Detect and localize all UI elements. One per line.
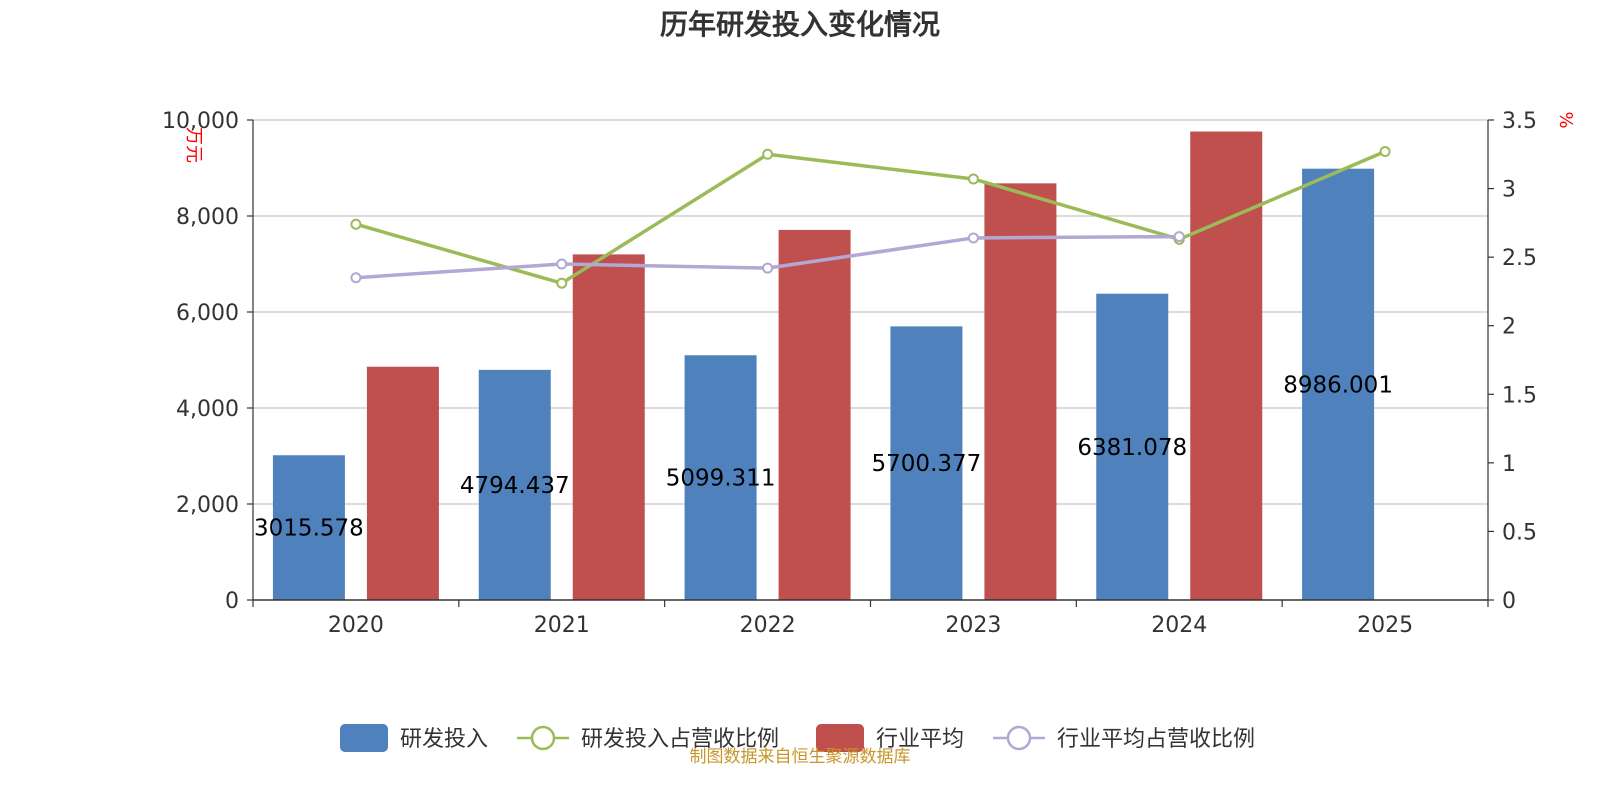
data-label: 5099.311 [666,466,776,492]
bar [684,355,757,600]
line-point [762,262,774,274]
data-label: 6381.078 [1077,435,1187,461]
bar [478,369,551,600]
x-tick-label: 2021 [534,613,590,638]
bar [366,366,439,600]
right-tick-label: 2.5 [1502,246,1537,271]
line-point [1173,231,1185,243]
x-tick-label: 2025 [1357,613,1413,638]
x-axis: 2020 2021 2022 2023 2024 2025 [252,599,1489,638]
line-point [350,272,362,284]
left-tick-label: 4,000 [176,397,239,422]
right-tick-label: 1 [1502,452,1516,477]
bar [272,455,345,600]
series-line [355,149,1386,285]
legend-label: 研发投入占营收比例 [581,727,779,752]
right-tick-label: 2 [1502,315,1516,340]
bar [984,183,1057,601]
x-tick-label: 2020 [328,613,384,638]
right-tick-label: 0 [1502,589,1516,614]
chart-title: 历年研发投入变化情况 [660,8,940,41]
legend-bar-swatch [816,724,864,752]
bar [890,326,963,600]
right-tick-label: 1.5 [1502,383,1537,408]
left-tick-label: 10,000 [162,109,239,134]
data-label: 8986.001 [1283,372,1393,398]
left-tick-label: 6,000 [176,301,239,326]
right-y-axis: 0 0.5 1 1.5 2 2.5 3 3.5 [1487,109,1537,614]
legend[interactable]: 研发投入 研发投入占营收比例 行业平均 行业平均占营收比例 [340,724,1255,752]
line-point [556,277,568,289]
left-tick-label: 0 [225,589,239,614]
bar [1302,168,1375,601]
x-tick-label: 2022 [740,613,796,638]
right-tick-label: 0.5 [1502,520,1537,545]
left-tick-label: 8,000 [176,205,239,230]
data-labels: 3015.578 4794.437 5099.311 5700.377 6381.078… [254,372,1393,541]
data-label: 3015.578 [254,516,364,542]
legend-marker [1006,725,1032,751]
bar [1190,131,1263,600]
legend-label: 研发投入 [400,727,488,752]
line-point [967,173,979,185]
line-point [1379,146,1391,158]
bar-series [272,131,1375,601]
bar [778,229,851,601]
line-point [556,258,568,270]
legend-label: 行业平均占营收比例 [1057,727,1255,752]
data-label: 4794.437 [460,473,570,499]
line-point [967,232,979,244]
right-tick-label: 3.5 [1502,109,1537,134]
right-tick-label: 3 [1502,178,1516,203]
data-label: 5700.377 [872,451,982,477]
right-axis-unit: % [1555,111,1576,128]
line-point [762,148,774,160]
left-axis-unit: 万元 [183,127,204,163]
x-tick-label: 2023 [945,613,1001,638]
line-point [350,218,362,230]
bar [572,254,645,600]
legend-label: 行业平均 [876,727,964,752]
source-note: 制图数据来自恒生聚源数据库 [690,747,911,767]
gridlines [253,119,1488,505]
x-tick-label: 2024 [1151,613,1207,638]
legend-marker [530,725,556,751]
line-series [350,146,1391,289]
legend-bar-swatch [340,724,388,752]
bar [1096,293,1169,600]
left-tick-label: 2,000 [176,493,239,518]
left-y-axis: 0 2,000 4,000 6,000 8,000 10,000 [162,109,254,614]
